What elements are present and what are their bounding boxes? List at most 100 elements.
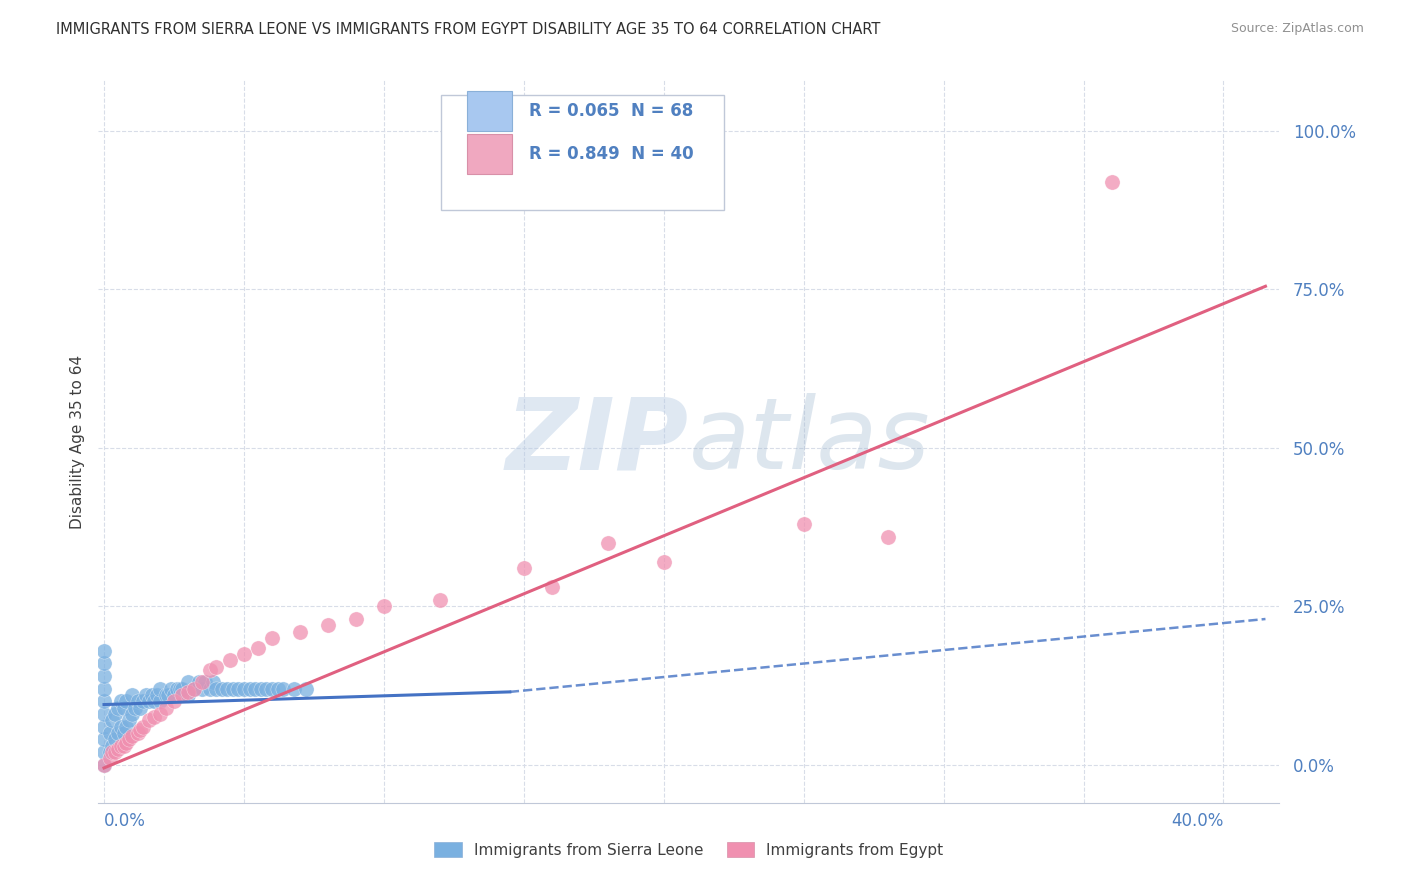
- Point: [238, 681, 260, 696]
- Point: [127, 726, 149, 740]
- Point: [115, 720, 138, 734]
- Point: [373, 599, 395, 614]
- Point: [200, 663, 222, 677]
- Point: [254, 681, 277, 696]
- Point: [194, 675, 217, 690]
- Point: [101, 739, 124, 753]
- Point: [283, 681, 305, 696]
- Point: [127, 694, 149, 708]
- Point: [183, 681, 205, 696]
- Point: [157, 688, 180, 702]
- Point: [115, 694, 138, 708]
- Point: [246, 640, 269, 655]
- Point: [217, 681, 239, 696]
- Point: [271, 681, 294, 696]
- Point: [876, 530, 898, 544]
- Point: [211, 681, 233, 696]
- Point: [132, 694, 155, 708]
- Point: [429, 593, 451, 607]
- Point: [104, 732, 127, 747]
- Point: [793, 516, 815, 531]
- Point: [138, 714, 160, 728]
- Point: [652, 555, 675, 569]
- Point: [121, 688, 143, 702]
- Point: [316, 618, 339, 632]
- FancyBboxPatch shape: [467, 91, 512, 131]
- Point: [93, 681, 115, 696]
- Point: [222, 681, 245, 696]
- Point: [93, 757, 115, 772]
- Point: [93, 669, 115, 683]
- Point: [118, 732, 141, 747]
- Point: [110, 694, 132, 708]
- Text: ZIP: ZIP: [506, 393, 689, 490]
- Point: [93, 745, 115, 759]
- Point: [596, 536, 619, 550]
- Text: atlas: atlas: [689, 393, 931, 490]
- Point: [93, 694, 115, 708]
- Point: [93, 707, 115, 722]
- Point: [513, 561, 536, 575]
- Point: [191, 681, 214, 696]
- Point: [205, 681, 228, 696]
- Text: IMMIGRANTS FROM SIERRA LEONE VS IMMIGRANTS FROM EGYPT DISABILITY AGE 35 TO 64 CO: IMMIGRANTS FROM SIERRA LEONE VS IMMIGRAN…: [56, 22, 880, 37]
- Point: [219, 653, 242, 667]
- Text: R = 0.065  N = 68: R = 0.065 N = 68: [530, 102, 693, 120]
- Point: [188, 675, 211, 690]
- Point: [288, 624, 311, 639]
- Point: [93, 732, 115, 747]
- Point: [191, 675, 214, 690]
- Point: [143, 710, 166, 724]
- Point: [93, 720, 115, 734]
- Text: R = 0.849  N = 40: R = 0.849 N = 40: [530, 145, 695, 163]
- Point: [124, 700, 146, 714]
- Point: [172, 688, 194, 702]
- Point: [141, 688, 163, 702]
- Point: [149, 694, 172, 708]
- Point: [200, 681, 222, 696]
- Point: [163, 694, 186, 708]
- FancyBboxPatch shape: [441, 95, 724, 211]
- Point: [115, 735, 138, 749]
- Y-axis label: Disability Age 35 to 64: Disability Age 35 to 64: [69, 354, 84, 529]
- Point: [155, 700, 177, 714]
- Text: Source: ZipAtlas.com: Source: ZipAtlas.com: [1230, 22, 1364, 36]
- Point: [183, 681, 205, 696]
- Point: [101, 745, 124, 759]
- Point: [121, 729, 143, 743]
- Point: [121, 707, 143, 722]
- Point: [135, 688, 157, 702]
- Point: [169, 681, 191, 696]
- Point: [266, 681, 288, 696]
- Point: [155, 688, 177, 702]
- Point: [1101, 175, 1123, 189]
- Point: [112, 700, 135, 714]
- Point: [112, 726, 135, 740]
- Point: [260, 681, 283, 696]
- Point: [202, 675, 225, 690]
- Point: [104, 707, 127, 722]
- Text: 0.0%: 0.0%: [104, 813, 146, 830]
- Point: [101, 714, 124, 728]
- Point: [294, 681, 316, 696]
- Point: [249, 681, 271, 696]
- Point: [205, 659, 228, 673]
- Point: [344, 612, 367, 626]
- Point: [98, 745, 121, 759]
- Point: [540, 580, 562, 594]
- Text: 40.0%: 40.0%: [1171, 813, 1223, 830]
- Point: [138, 694, 160, 708]
- Point: [93, 757, 115, 772]
- Point: [132, 720, 155, 734]
- Legend: Immigrants from Sierra Leone, Immigrants from Egypt: Immigrants from Sierra Leone, Immigrants…: [429, 836, 949, 863]
- FancyBboxPatch shape: [467, 135, 512, 174]
- Point: [98, 751, 121, 765]
- Point: [98, 726, 121, 740]
- Point: [260, 631, 283, 645]
- Point: [163, 688, 186, 702]
- Point: [228, 681, 250, 696]
- Point: [118, 714, 141, 728]
- Point: [177, 688, 200, 702]
- Point: [110, 739, 132, 753]
- Point: [177, 685, 200, 699]
